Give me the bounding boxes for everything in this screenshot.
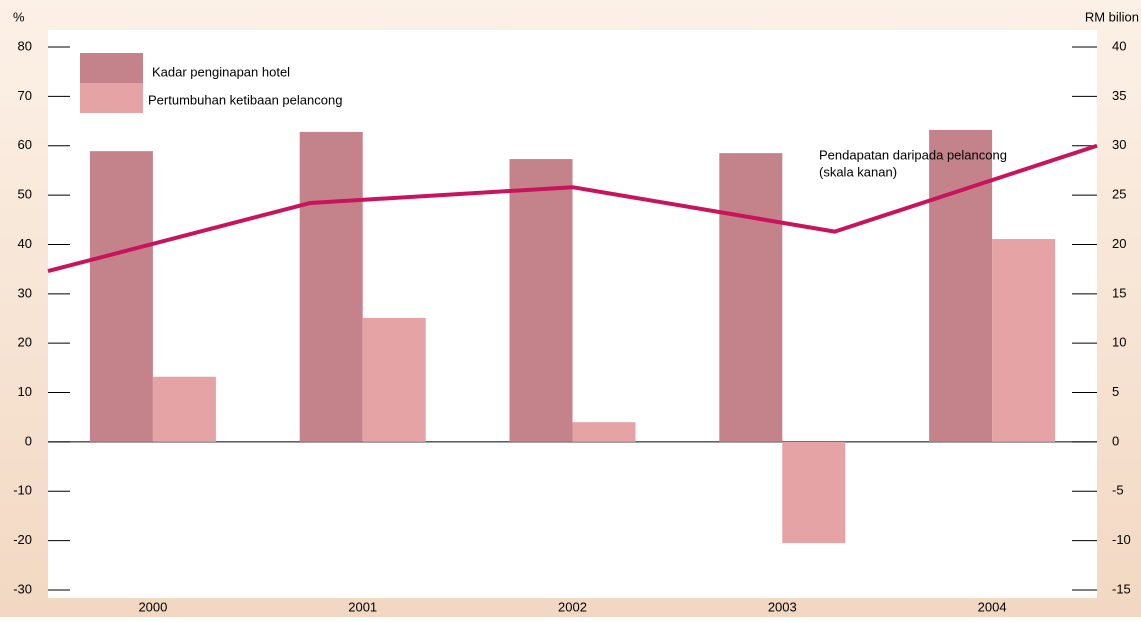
bar (992, 239, 1056, 442)
x-tick-label: 2001 (348, 599, 377, 614)
x-tick-label: 2004 (978, 599, 1007, 614)
x-tick-label: 2003 (768, 599, 797, 614)
bar (152, 376, 216, 442)
y-tick-label: -20 (13, 532, 32, 547)
bar (572, 422, 636, 442)
y2-tick-label: 30 (1112, 137, 1126, 152)
y2-axis-label: RM bilion (1085, 9, 1139, 24)
line-series (47, 143, 1098, 274)
annotation: (skala kanan) (819, 164, 897, 179)
x-tick-label: 2000 (138, 599, 167, 614)
bar (89, 151, 153, 442)
bar (719, 153, 783, 442)
y2-tick-label: -15 (1112, 581, 1131, 596)
y-tick-label: 20 (18, 335, 32, 350)
y-tick-label: -30 (13, 581, 32, 596)
y-tick-label: 50 (18, 187, 32, 202)
y2-tick-label: 25 (1112, 187, 1126, 202)
legend-label: Pertumbuhan ketibaan pelancong (148, 92, 342, 107)
bar (782, 441, 846, 544)
y-tick-label: 10 (18, 384, 32, 399)
y2-tick-label: 15 (1112, 285, 1126, 300)
y-tick-label: -10 (13, 483, 32, 498)
y2-tick-label: 5 (1112, 384, 1119, 399)
bar (299, 131, 363, 442)
bar (362, 318, 426, 442)
y2-tick-label: 35 (1112, 88, 1126, 103)
y-tick-label: 40 (18, 236, 32, 251)
bar (929, 129, 993, 442)
y-tick-label: 30 (18, 285, 32, 300)
legend-swatch (80, 83, 143, 113)
bar (509, 159, 573, 442)
y-tick-label: 80 (18, 38, 32, 53)
y2-tick-label: 0 (1112, 433, 1119, 448)
y2-tick-label: -5 (1112, 483, 1124, 498)
line-label: Pendapatan daripada pelancong (819, 147, 1007, 162)
legend-swatch (80, 53, 143, 83)
y2-tick-label: 10 (1112, 335, 1126, 350)
y2-tick-label: 20 (1112, 236, 1126, 251)
y2-tick-label: 40 (1112, 38, 1126, 53)
y2-tick-label: -10 (1112, 532, 1131, 547)
y-tick-label: 0 (25, 433, 32, 448)
x-tick-label: 2002 (558, 599, 587, 614)
legend-label: Kadar penginapan hotel (152, 64, 290, 79)
y-tick-label: 70 (18, 88, 32, 103)
y-axis-label: % (13, 9, 25, 24)
y-tick-label: 60 (18, 137, 32, 152)
